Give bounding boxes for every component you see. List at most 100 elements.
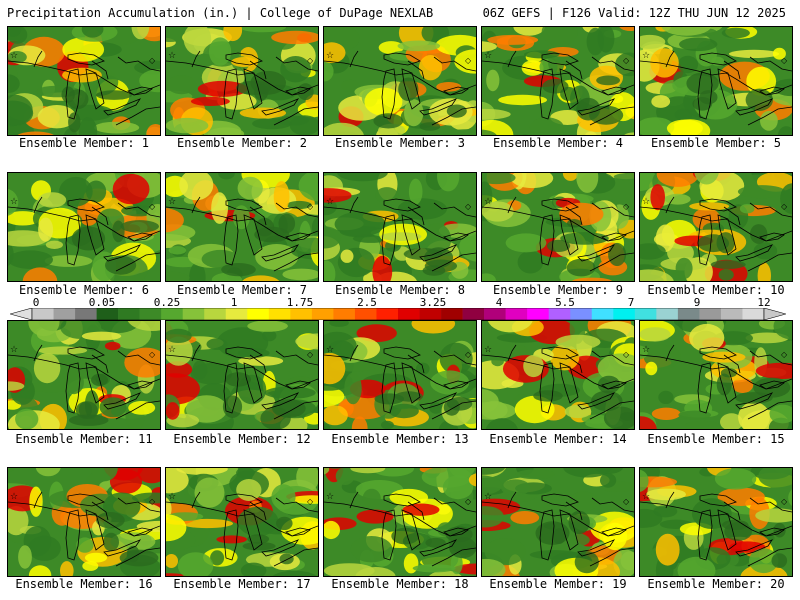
map-outline	[559, 214, 579, 256]
map-outline	[482, 501, 579, 521]
colorbar-tick-label: 5.5	[555, 296, 575, 309]
map-outline	[223, 509, 239, 561]
geographic-outlines	[166, 196, 318, 272]
colorbar-swatch	[570, 308, 593, 320]
station-star-icon: ☆	[168, 492, 176, 502]
precip-blob	[166, 554, 178, 568]
map-outline	[735, 244, 774, 262]
map-outline	[419, 519, 476, 537]
map-outline	[117, 497, 160, 513]
precip-blob	[729, 541, 766, 553]
map-outline	[401, 68, 421, 110]
geographic-outlines	[324, 344, 476, 420]
precip-blob	[33, 353, 61, 384]
ensemble-map-panel: ☆ ◇	[323, 26, 477, 136]
precip-blob	[487, 34, 539, 45]
precip-blob	[419, 122, 441, 131]
colorbar-swatch	[290, 308, 313, 320]
precip-blob	[541, 27, 578, 47]
station-diamond-icon: ◇	[781, 56, 788, 65]
precip-blob	[694, 173, 719, 185]
map-outline	[577, 244, 616, 262]
ensemble-map-panel: ☆ ◇	[639, 467, 793, 577]
map-outline	[433, 202, 476, 218]
ensemble-member-label: Ensemble Member: 16	[15, 577, 153, 591]
map-outline	[67, 198, 105, 212]
colorbar-max-arrow	[763, 308, 786, 320]
map-outline	[249, 501, 267, 521]
precip-blob	[640, 476, 677, 488]
station-star-icon: ☆	[168, 51, 176, 61]
map-outline	[482, 60, 579, 80]
precip-blob	[482, 468, 506, 475]
precip-blob	[279, 553, 294, 565]
map-outline	[665, 491, 675, 509]
map-outline	[324, 60, 421, 80]
precip-blob	[137, 468, 160, 484]
map-outline	[8, 501, 105, 521]
map-outline	[565, 501, 583, 521]
map-outline	[8, 206, 105, 226]
precip-blob	[552, 528, 566, 544]
precip-blob	[236, 479, 262, 501]
precip-blob	[81, 331, 122, 341]
station-diamond-icon: ◇	[623, 202, 630, 211]
map-outline	[273, 547, 318, 567]
map-outline	[539, 214, 555, 266]
precip-blob	[603, 406, 634, 429]
precip-blob	[773, 321, 792, 340]
map-outline	[91, 60, 109, 80]
colorbar-swatch	[333, 308, 356, 320]
precip-blob	[8, 230, 49, 247]
map-outline	[747, 400, 792, 420]
precip-blob	[597, 353, 634, 383]
geographic-outlines	[640, 344, 792, 420]
precip-blob	[505, 233, 547, 253]
map-outline	[735, 392, 774, 410]
map-title: Precipitation Accumulation (in.) | Colle…	[7, 6, 434, 20]
precip-blob	[732, 377, 754, 393]
precip-blob	[686, 72, 719, 95]
station-star-icon: ☆	[326, 197, 334, 207]
precip-blob	[247, 321, 288, 332]
map-outline	[419, 372, 476, 390]
precip-blob	[586, 27, 604, 56]
map-outline	[261, 98, 300, 116]
map-outline	[735, 372, 792, 390]
colorbar-tick-label: 4	[495, 296, 503, 309]
map-outline	[103, 539, 142, 557]
map-outline	[601, 527, 628, 537]
precip-blob	[468, 473, 476, 487]
map-outline	[261, 372, 318, 390]
station-diamond-icon: ◇	[149, 350, 156, 359]
precip-blob	[443, 129, 476, 135]
precip-blob	[585, 131, 597, 135]
map-outline	[589, 106, 634, 126]
station-star-icon: ☆	[10, 51, 18, 61]
precip-blob	[411, 321, 456, 334]
precip-blob	[120, 220, 159, 233]
ensemble-member-label: Ensemble Member: 18	[331, 577, 469, 591]
station-diamond-icon: ◇	[307, 497, 314, 506]
ensemble-member-label: Ensemble Member: 14	[489, 432, 627, 446]
precip-blob	[337, 173, 388, 182]
map-outline	[223, 214, 239, 266]
map-outline	[115, 106, 160, 126]
precip-blob	[515, 469, 555, 480]
precip-blob	[482, 41, 497, 52]
precip-blob	[8, 51, 27, 64]
map-outline	[67, 346, 105, 360]
colorbar-min-arrow	[10, 308, 33, 320]
map-outline	[381, 362, 397, 414]
precip-blob	[45, 240, 64, 249]
precip-field-map: ☆ ◇	[482, 27, 634, 135]
precip-blob	[324, 122, 364, 135]
precip-blob	[296, 468, 318, 492]
precip-colorbar	[10, 308, 786, 320]
map-outline	[243, 509, 263, 551]
colorbar-swatch	[247, 308, 270, 320]
station-diamond-icon: ◇	[465, 202, 472, 211]
precip-blob	[777, 126, 792, 135]
colorbar-swatch	[419, 308, 442, 320]
map-outline	[507, 491, 517, 509]
